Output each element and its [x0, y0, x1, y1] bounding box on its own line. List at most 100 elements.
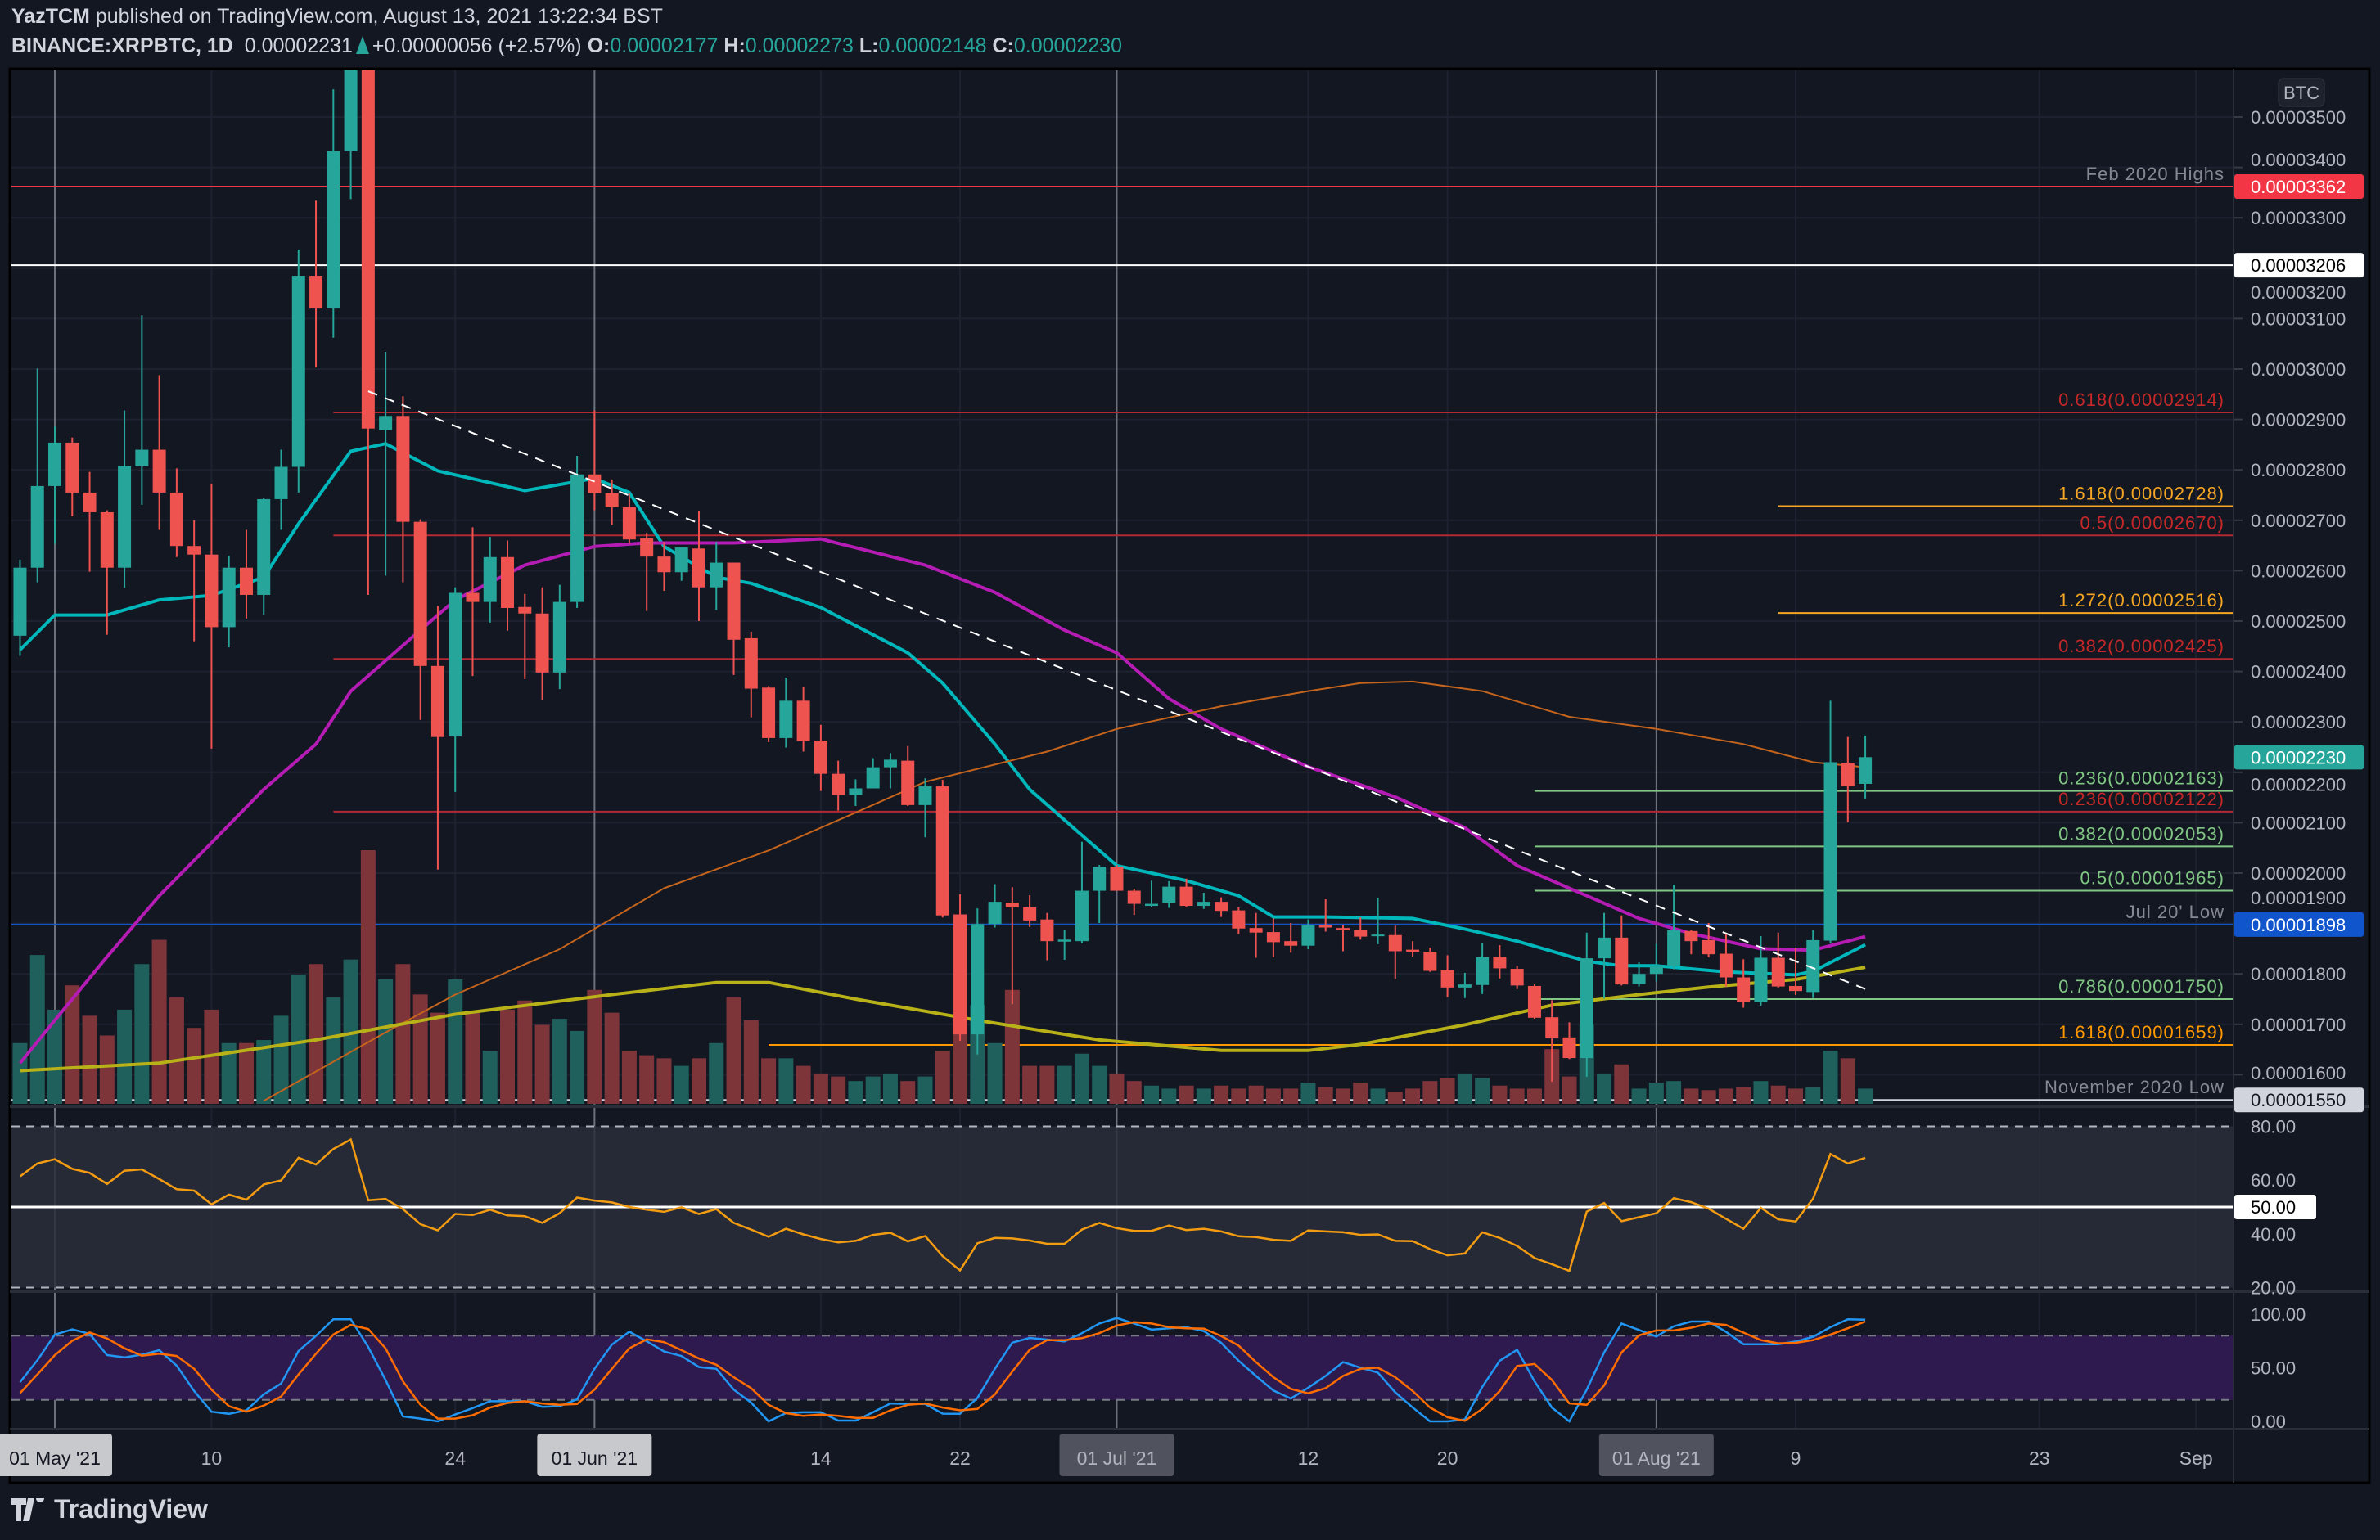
level-label: 0.5(0.00002670)	[2080, 512, 2224, 533]
stoch-k-line	[19, 1317, 1866, 1423]
candle-body	[1023, 907, 1037, 921]
time-tick-label: 01 Aug '21	[1612, 1448, 1701, 1469]
candle-body	[222, 567, 236, 628]
moving-average-line	[263, 680, 1866, 1102]
candle-body	[1476, 957, 1490, 985]
level-label: Feb 2020 Highs	[2086, 164, 2224, 184]
candle	[935, 780, 949, 918]
volume-bar	[326, 997, 341, 1104]
volume-bar	[709, 1042, 724, 1104]
time-tick-label: 01 May '21	[9, 1448, 101, 1469]
volume-bar	[552, 1019, 567, 1104]
candle-body	[1562, 1037, 1576, 1059]
time-tick-label: 20	[1437, 1448, 1458, 1469]
symbol-legend: BINANCE:XRPBTC, 1D 0.00002231 +0.00000056…	[11, 34, 1122, 58]
price-badge-label: 0.00002230	[2251, 747, 2346, 768]
volume-bar	[12, 1042, 28, 1104]
candle-body	[674, 547, 688, 573]
stoch-rsi-pane[interactable]	[11, 1317, 2233, 1423]
price-tick-label: 0.00002900	[2251, 410, 2346, 430]
volume-bar	[1770, 1085, 1786, 1104]
candle	[413, 519, 427, 720]
candle-body	[1162, 886, 1176, 903]
candle-body	[1040, 919, 1054, 942]
time-tick-label: 24	[444, 1448, 466, 1469]
candle-body	[100, 511, 114, 568]
candle	[1266, 918, 1280, 957]
volume-bar	[360, 850, 376, 1104]
price-tick-label: 0.00002000	[2251, 863, 2346, 884]
time-label-highlight	[537, 1434, 652, 1476]
candle-body	[1110, 866, 1124, 891]
volume-bar	[1631, 1088, 1647, 1104]
volume-bar	[1370, 1088, 1386, 1104]
symbol-name[interactable]: BINANCE:XRPBTC, 1D	[11, 34, 233, 57]
volume-bar	[1614, 1064, 1629, 1104]
currency-label-box	[2278, 78, 2325, 107]
candle-body	[1005, 903, 1019, 907]
price-badge	[2234, 745, 2364, 770]
price-tick-label: 0.00001800	[2251, 964, 2346, 984]
stoch-tick-label: 0.00	[2251, 1412, 2286, 1432]
price-axis[interactable]: BTC 0.00003500 0.00003400 0.00003300 0.0000…	[2234, 78, 2364, 1432]
volume-bar	[1666, 1081, 1682, 1104]
time-tick-label: 12	[1298, 1448, 1319, 1469]
candle-body	[1093, 866, 1107, 891]
candle-body	[239, 567, 253, 595]
candle-body	[1057, 939, 1071, 942]
level-label: 1.618(0.00002728)	[2058, 484, 2224, 504]
candle-body	[466, 592, 480, 602]
candle	[205, 484, 219, 749]
rsi-pane[interactable]	[11, 1125, 2233, 1289]
volume-bar	[1718, 1088, 1733, 1104]
candle-body	[187, 546, 201, 555]
candle	[657, 542, 671, 592]
candle	[396, 396, 410, 583]
candle	[692, 511, 705, 621]
candle-body	[883, 759, 897, 768]
candle-body	[1423, 952, 1437, 971]
candle	[710, 542, 723, 610]
volume-bar	[953, 1015, 968, 1104]
volume-bar	[291, 975, 306, 1104]
author-name[interactable]: YazTCM	[11, 5, 90, 28]
level-labels: Feb 2020 Highs 0.618(0.00002914) 1.618(0.0…	[2044, 164, 2224, 1097]
candle-body	[1406, 949, 1420, 952]
horizontal-levels[interactable]	[11, 186, 2233, 1101]
candle-body	[1249, 928, 1263, 933]
level-label: 0.382(0.00002425)	[2058, 636, 2224, 656]
candle	[1493, 945, 1507, 979]
volume-bar	[639, 1055, 655, 1104]
volume-bar	[987, 1042, 1003, 1104]
candle-body	[413, 521, 427, 666]
tradingview-logo[interactable]: TradingView	[11, 1494, 208, 1524]
time-axis[interactable]: 01 May '21 10 24 01 Jun '21 14 22 01 Jul '21 12…	[0, 1434, 2213, 1476]
low-value: 0.00002148	[878, 34, 987, 57]
candle	[1023, 895, 1037, 927]
candle	[135, 315, 149, 505]
volume-bar	[1736, 1087, 1751, 1104]
volume-bar	[238, 1042, 254, 1104]
volume-bar	[448, 979, 463, 1104]
candle	[1702, 922, 1715, 957]
candle-body	[552, 601, 566, 673]
candle	[1040, 912, 1054, 961]
rsi-tick-label: 60.00	[2251, 1170, 2296, 1191]
candle-body	[1859, 757, 1873, 784]
stoch-d-line	[19, 1320, 1866, 1422]
rsi-tick-label: 20.00	[2251, 1277, 2296, 1298]
candle	[779, 677, 793, 748]
price-badge-label: 0.00001550	[2251, 1090, 2346, 1110]
candle	[744, 631, 758, 718]
candle	[849, 779, 863, 807]
candle-body	[692, 548, 705, 588]
candle-body	[13, 567, 27, 636]
up-arrow-icon	[355, 36, 369, 54]
candle	[1371, 898, 1385, 944]
candle-body	[1145, 903, 1159, 907]
candle-body	[657, 556, 671, 573]
candle-body	[83, 492, 97, 512]
candle	[1615, 915, 1629, 986]
candle	[1458, 972, 1472, 998]
